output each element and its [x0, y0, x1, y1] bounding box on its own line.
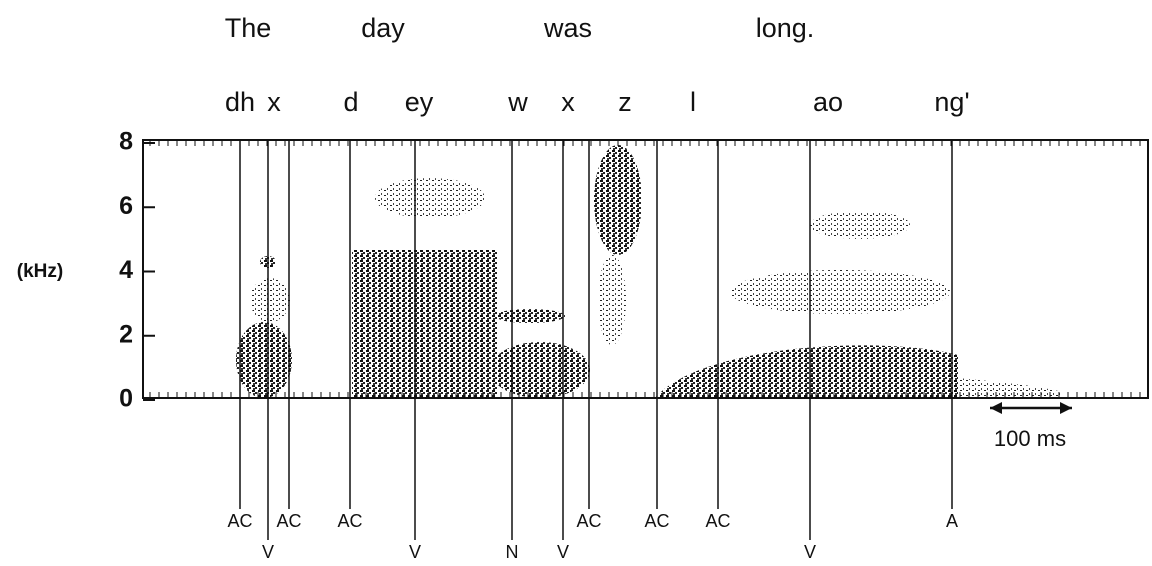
word: long. — [756, 13, 815, 43]
landmark-label: V — [804, 542, 816, 562]
landmark-label: AC — [337, 511, 362, 531]
phoneme: dh — [225, 87, 255, 117]
frame-ticks — [149, 140, 1141, 398]
landmark-label: AC — [644, 511, 669, 531]
phoneme: x — [267, 87, 281, 117]
landmark-label: AC — [276, 511, 301, 531]
spectrogram — [236, 145, 1062, 398]
word: was — [543, 13, 592, 43]
frame — [142, 139, 1149, 399]
axis-label: (kHz) — [17, 261, 63, 282]
y-tick-label: 8 — [119, 128, 133, 156]
word: The — [225, 13, 272, 43]
landmark-label: N — [506, 542, 519, 562]
word: day — [361, 13, 405, 43]
landmark-label: V — [557, 542, 569, 562]
y-tick-label: 0 — [119, 385, 133, 413]
phoneme: x — [561, 87, 575, 117]
landmark-label: AC — [576, 511, 601, 531]
landmark-label: V — [409, 542, 421, 562]
y-tick-label: 2 — [119, 320, 133, 348]
phoneme: z — [618, 87, 632, 117]
landmark-label: AC — [227, 511, 252, 531]
phoneme: w — [507, 87, 528, 117]
phoneme: ey — [405, 87, 434, 117]
phoneme: ng' — [934, 87, 969, 117]
phoneme: ao — [813, 87, 843, 117]
landmark-label: A — [946, 511, 958, 531]
scale-bar-label: 100 ms — [994, 426, 1066, 451]
landmark-label: V — [262, 542, 274, 562]
y-tick-label: 4 — [119, 256, 133, 284]
landmark-label: AC — [705, 511, 730, 531]
phoneme: d — [343, 87, 358, 117]
phoneme: l — [690, 87, 696, 117]
y-tick-label: 6 — [119, 192, 133, 220]
